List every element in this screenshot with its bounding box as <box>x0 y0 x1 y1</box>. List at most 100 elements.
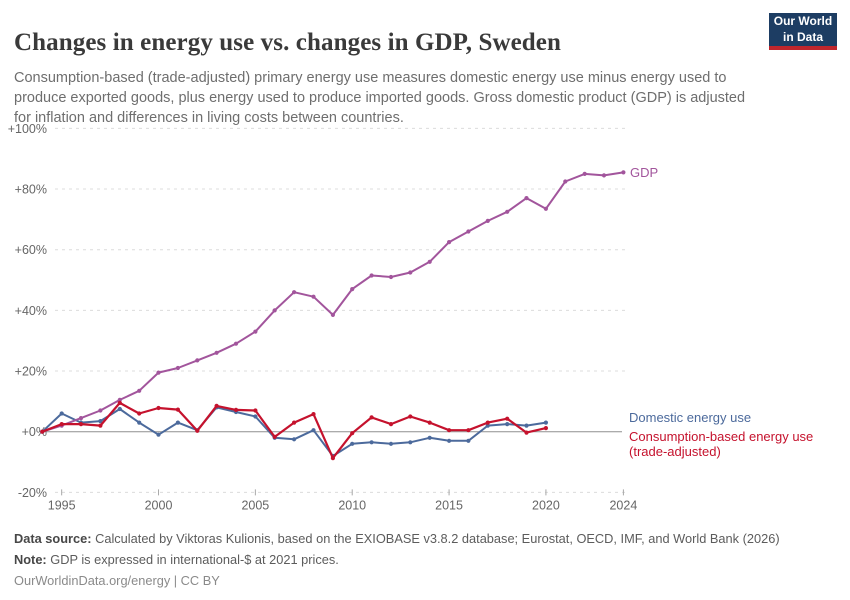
y-axis-label: +100% <box>8 122 47 136</box>
data-point <box>292 420 297 425</box>
data-point <box>543 426 549 431</box>
data-point <box>117 406 122 412</box>
data-point <box>582 171 587 176</box>
data-point <box>253 414 258 419</box>
data-point <box>543 206 549 211</box>
series-consumption-based-energy-use-trade-adjusted <box>40 400 549 461</box>
data-point <box>369 273 374 278</box>
permalink-line[interactable]: OurWorldinData.org/energy | CC BY <box>14 573 220 588</box>
series-gdp <box>40 170 626 434</box>
x-axis-label: 2015 <box>435 498 463 512</box>
owid-logo-line1: Our World <box>773 13 833 28</box>
page-title: Changes in energy use vs. changes in GDP… <box>14 28 561 56</box>
data-point <box>272 308 277 313</box>
data-point <box>408 414 413 419</box>
data-point <box>447 240 452 245</box>
data-point <box>369 415 374 420</box>
x-axis-label: 1995 <box>48 498 76 512</box>
data-point <box>466 428 471 433</box>
data-point <box>214 350 219 355</box>
y-axis-label: +80% <box>15 183 47 197</box>
y-axis-label: +0% <box>22 425 47 439</box>
data-source-label: Data source: <box>14 531 92 546</box>
chart-footer: Data source: Calculated by Viktoras Kuli… <box>14 528 834 591</box>
data-point <box>253 329 258 334</box>
chart-subtitle: Consumption-based (trade-adjusted) prima… <box>14 69 746 127</box>
data-point <box>524 423 529 428</box>
data-source-text: Calculated by Viktoras Kulionis, based o… <box>91 531 780 546</box>
data-point <box>156 370 161 375</box>
x-axis-label: 2020 <box>532 498 560 512</box>
data-point <box>447 438 452 443</box>
data-point <box>427 259 432 264</box>
data-point <box>292 437 297 442</box>
data-point <box>447 428 452 433</box>
data-point <box>137 388 142 393</box>
y-axis-label: +20% <box>15 365 47 379</box>
owid-logo[interactable]: Our World in Data <box>769 13 837 50</box>
data-point <box>59 411 64 416</box>
data-point <box>156 432 161 437</box>
note-text: GDP is expressed in international-$ at 2… <box>46 552 339 567</box>
y-axis-label: +40% <box>15 304 47 318</box>
data-point <box>601 173 607 178</box>
data-point <box>233 407 239 412</box>
data-point <box>388 274 394 280</box>
data-point <box>137 411 142 416</box>
data-point <box>137 420 142 425</box>
data-point <box>292 290 297 295</box>
data-point <box>175 407 180 412</box>
data-point <box>175 420 180 425</box>
data-point <box>427 435 432 440</box>
data-point <box>408 270 413 275</box>
y-axis-label: +60% <box>15 243 47 257</box>
x-axis-label: 2010 <box>338 498 366 512</box>
data-point <box>78 422 84 427</box>
data-point <box>524 430 529 435</box>
data-point <box>485 218 490 223</box>
data-point <box>214 403 219 408</box>
data-point <box>563 179 568 184</box>
y-axis-label: -20% <box>18 486 47 500</box>
data-point <box>485 423 490 428</box>
series-label-consumption-energy: Consumption-based energy use (trade-adju… <box>629 429 813 459</box>
data-point <box>311 428 316 433</box>
data-point <box>272 434 277 439</box>
data-point <box>369 440 374 445</box>
series-label-gdp: GDP <box>630 165 659 181</box>
series-domestic-energy-use <box>40 405 549 459</box>
data-point <box>40 429 45 434</box>
series-label-domestic-energy: Domestic energy use <box>629 410 752 426</box>
data-point <box>78 416 84 421</box>
series-label-consumption-line2: (trade-adjusted) <box>629 443 721 459</box>
note-line: Note: GDP is expressed in international-… <box>14 549 834 570</box>
data-point <box>485 420 490 425</box>
data-point <box>427 420 432 425</box>
series-label-gdp-text: GDP <box>630 165 659 180</box>
data-point <box>505 422 510 427</box>
data-point <box>505 416 510 421</box>
data-point <box>175 365 180 371</box>
series-label-domestic-text: Domestic energy use <box>629 410 752 425</box>
data-point <box>350 441 355 446</box>
data-point <box>117 400 122 405</box>
x-axis: 1995 2000 2005 2010 2015 2020 2024 <box>48 489 637 512</box>
data-point <box>117 397 122 402</box>
note-label: Note: <box>14 552 47 567</box>
data-point <box>350 431 355 436</box>
gridlines: -20% +0% +20% +40% +60% +80% +100% <box>8 122 628 500</box>
data-point <box>98 408 103 413</box>
x-axis-label: 2000 <box>145 498 173 512</box>
data-point <box>621 170 626 175</box>
data-point <box>195 358 200 363</box>
data-point <box>59 422 64 427</box>
data-point <box>524 196 529 201</box>
data-point <box>98 419 103 424</box>
x-axis-label: 2005 <box>241 498 269 512</box>
data-point <box>98 423 103 428</box>
data-point <box>388 441 394 446</box>
data-point <box>543 420 549 425</box>
x-axis-label: 2024 <box>609 498 637 512</box>
data-point <box>330 312 335 317</box>
